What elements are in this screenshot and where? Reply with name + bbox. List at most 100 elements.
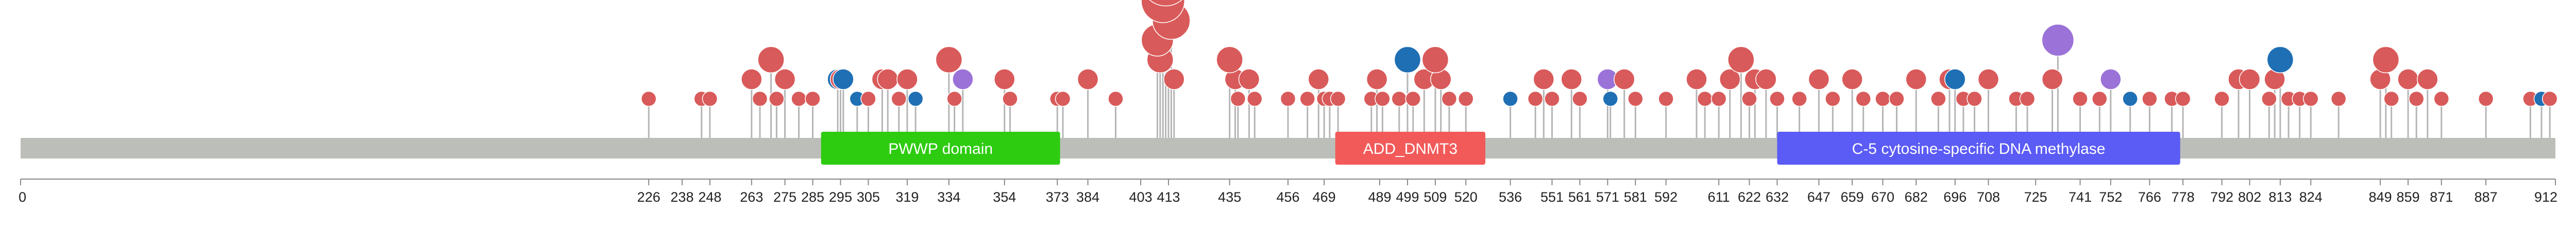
- mutation-marker[interactable]: [2041, 68, 2063, 90]
- mutation-marker[interactable]: [2303, 91, 2319, 107]
- mutation-marker[interactable]: [1002, 91, 1018, 107]
- mutation-marker[interactable]: [2239, 68, 2261, 90]
- mutation-marker[interactable]: [741, 68, 762, 90]
- mutation-marker[interactable]: [1421, 46, 1449, 74]
- mutation-marker[interactable]: [2433, 91, 2450, 107]
- mutation-marker[interactable]: [1889, 91, 1905, 107]
- mutation-marker[interactable]: [833, 68, 854, 90]
- mutation-marker[interactable]: [1614, 68, 1635, 90]
- mutation-marker[interactable]: [2100, 68, 2122, 90]
- mutation-marker[interactable]: [907, 91, 924, 107]
- mutation-marker[interactable]: [1544, 91, 1560, 107]
- mutation-marker[interactable]: [935, 46, 963, 74]
- mutation-marker[interactable]: [1977, 68, 1999, 90]
- mutation-marker[interactable]: [1533, 68, 1555, 90]
- mutation-marker[interactable]: [1141, 0, 1190, 7]
- mutation-marker[interactable]: [1875, 91, 1891, 107]
- mutation-marker[interactable]: [752, 91, 768, 107]
- mutation-marker[interactable]: [993, 68, 1015, 90]
- mutation-marker[interactable]: [2092, 91, 2108, 107]
- x-tick-label: 670: [1871, 189, 1894, 205]
- mutation-marker[interactable]: [791, 91, 807, 107]
- mutation-marker[interactable]: [1238, 68, 1260, 90]
- mutation-marker[interactable]: [1741, 91, 1757, 107]
- mutation-marker[interactable]: [1077, 68, 1099, 90]
- mutation-marker[interactable]: [2041, 24, 2075, 57]
- mutation-marker[interactable]: [1141, 0, 1185, 23]
- mutation-marker[interactable]: [1458, 91, 1474, 107]
- mutation-marker[interactable]: [1375, 91, 1391, 107]
- mutation-marker[interactable]: [860, 91, 876, 107]
- mutation-marker[interactable]: [1391, 91, 1408, 107]
- mutation-marker[interactable]: [1930, 91, 1946, 107]
- mutation-marker[interactable]: [1855, 91, 1871, 107]
- mutation-marker[interactable]: [1905, 68, 1927, 90]
- mutation-marker[interactable]: [1719, 68, 1741, 90]
- mutation-marker[interactable]: [1944, 68, 1966, 90]
- x-tick-label: 499: [1396, 189, 1419, 205]
- mutation-marker[interactable]: [1280, 91, 1296, 107]
- mutation-marker[interactable]: [1299, 91, 1316, 107]
- mutation-marker[interactable]: [757, 46, 785, 74]
- x-tick-label: 592: [1654, 189, 1677, 205]
- domain-2: [1777, 132, 2180, 165]
- mutation-marker[interactable]: [1330, 91, 1346, 107]
- mutation-marker[interactable]: [946, 91, 962, 107]
- mutation-marker[interactable]: [1405, 91, 1421, 107]
- mutation-marker[interactable]: [769, 91, 785, 107]
- mutation-marker[interactable]: [1825, 91, 1841, 107]
- mutation-marker[interactable]: [952, 68, 974, 90]
- mutation-marker[interactable]: [2142, 91, 2158, 107]
- mutation-marker[interactable]: [1308, 68, 1330, 90]
- mutation-marker[interactable]: [1727, 46, 1755, 74]
- mutation-marker[interactable]: [640, 91, 657, 107]
- mutation-marker[interactable]: [2372, 46, 2400, 74]
- mutation-marker[interactable]: [2266, 46, 2294, 74]
- mutation-marker[interactable]: [1561, 68, 1583, 90]
- mutation-marker[interactable]: [1230, 91, 1246, 107]
- mutation-marker[interactable]: [2417, 68, 2438, 90]
- mutation-marker[interactable]: [1247, 91, 1263, 107]
- mutation-marker[interactable]: [1366, 68, 1388, 90]
- mutation-marker[interactable]: [1216, 46, 1243, 74]
- mutation-marker[interactable]: [2330, 91, 2347, 107]
- mutation-marker[interactable]: [2397, 68, 2419, 90]
- mutation-marker[interactable]: [1572, 91, 1588, 107]
- mutation-marker[interactable]: [2175, 91, 2191, 107]
- mutation-marker[interactable]: [1441, 91, 1458, 107]
- mutation-marker[interactable]: [2383, 91, 2399, 107]
- mutation-marker[interactable]: [805, 91, 821, 107]
- mutation-marker[interactable]: [1602, 91, 1619, 107]
- mutation-marker[interactable]: [1394, 46, 1421, 74]
- mutation-marker[interactable]: [702, 91, 718, 107]
- mutation-marker[interactable]: [1686, 68, 1707, 90]
- mutation-marker[interactable]: [2072, 91, 2088, 107]
- x-tick-label: 248: [698, 189, 721, 205]
- mutation-marker[interactable]: [1108, 91, 1124, 107]
- mutation-marker[interactable]: [1055, 91, 1071, 107]
- mutation-marker[interactable]: [2541, 91, 2558, 107]
- mutation-marker[interactable]: [1769, 91, 1785, 107]
- mutation-marker[interactable]: [877, 68, 899, 90]
- mutation-marker[interactable]: [1755, 68, 1777, 90]
- mutation-marker[interactable]: [1791, 91, 1807, 107]
- mutation-marker[interactable]: [1697, 91, 1713, 107]
- mutation-marker[interactable]: [1163, 68, 1185, 90]
- mutation-marker[interactable]: [1502, 91, 1518, 107]
- mutation-marker[interactable]: [2122, 91, 2138, 107]
- mutation-marker[interactable]: [891, 91, 907, 107]
- mutation-marker[interactable]: [896, 68, 918, 90]
- mutation-marker[interactable]: [1808, 68, 1830, 90]
- mutation-marker[interactable]: [2409, 91, 2425, 107]
- mutation-marker[interactable]: [774, 68, 796, 90]
- mutation-marker[interactable]: [2019, 91, 2036, 107]
- mutation-marker[interactable]: [2261, 91, 2277, 107]
- mutation-marker[interactable]: [1967, 91, 1982, 107]
- mutation-marker[interactable]: [1628, 91, 1643, 107]
- mutation-marker[interactable]: [2214, 91, 2230, 107]
- mutation-marker[interactable]: [2478, 91, 2494, 107]
- mutation-marker[interactable]: [1841, 68, 1863, 90]
- mutation-marker[interactable]: [1710, 91, 1727, 107]
- mutation-marker[interactable]: [1527, 91, 1544, 107]
- mutation-marker[interactable]: [1658, 91, 1674, 107]
